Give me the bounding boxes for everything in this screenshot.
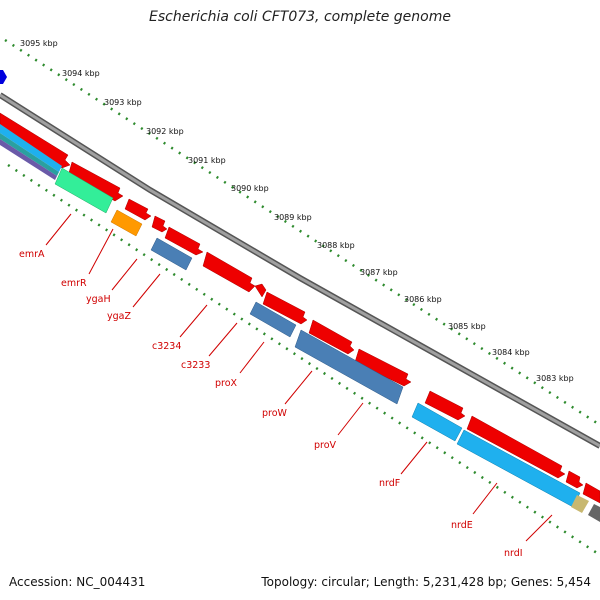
feature-bar-cyan [0,124,62,172]
inner-tick-ruler [7,163,600,557]
leader-line [472,482,498,515]
topology-summary: Topology: circular; Length: 5,231,428 bp… [261,575,591,589]
leader-line [111,258,138,291]
cds-track [0,112,600,504]
cds-arrow [262,291,308,325]
feature-bar-gray [588,504,600,522]
cds-arrow [424,390,466,421]
kbp-label: 3087 kbp [360,268,398,277]
cds-arrow [151,215,168,233]
cds-arrow [164,226,204,256]
kbp-labels: 3095 kbp 3094 kbp 3093 kbp 3092 kbp 3091… [20,39,574,383]
gene-label-proV: proV [314,440,337,451]
kbp-label: 3092 kbp [146,127,184,136]
gene-leader-lines [45,213,553,542]
feature-bar-orange [110,209,143,237]
feature-bar-khaki [571,495,589,513]
feature-bar-sky [411,402,463,442]
outer-tick-ruler [4,38,600,427]
kbp-label: 3088 kbp [317,241,355,250]
kbp-label: 3091 kbp [188,156,226,165]
leader-line [337,402,364,436]
gene-label-ygaH: ygaH [86,294,111,305]
gene-label-emrR: emrR [61,278,87,289]
feature-bar-steel [150,237,193,271]
leader-line [239,341,265,374]
cds-arrow [202,251,256,293]
blue-hexagon-marker [0,70,7,84]
cds-arrow [254,283,267,298]
gene-label-emrA: emrA [19,249,45,260]
gene-label-ygaZ: ygaZ [107,311,131,322]
kbp-label: 3085 kbp [448,322,486,331]
map-title: Escherichia coli CFT073, complete genome [149,9,451,25]
leader-line [525,514,553,542]
gene-label-proW: proW [262,408,288,419]
gene-labels: emrA emrR ygaH ygaZ c3234 c3233 proX pro… [19,249,523,559]
feature-track [0,124,600,522]
cds-arrow [565,470,584,489]
cds-arrow [124,198,152,221]
gene-label-nrdE: nrdE [451,520,473,531]
cds-arrow [582,482,600,504]
kbp-label: 3093 kbp [104,98,142,107]
gene-label-proX: proX [215,378,238,389]
kbp-label: 3089 kbp [274,213,312,222]
feature-bar-steel [294,329,404,405]
gene-label-c3234: c3234 [152,341,181,352]
cds-arrow [466,415,566,479]
cds-arrow [308,319,355,355]
leader-line [284,370,313,405]
kbp-label: 3083 kbp [536,374,574,383]
feature-bar-aquamarine [54,167,114,214]
feature-bar-purple [0,139,57,180]
leader-line [132,273,161,308]
accession-text: Accession: NC_004431 [9,575,146,589]
gene-label-nrdI: nrdI [504,548,523,559]
feature-bar-teal [0,133,59,176]
leader-line [88,228,114,275]
gene-label-nrdF: nrdF [379,478,400,489]
leader-line [400,441,428,475]
leader-line [179,304,208,338]
kbp-label: 3084 kbp [492,348,530,357]
cds-arrow [0,112,71,169]
leader-line [45,213,72,246]
gene-label-c3233: c3233 [181,360,210,371]
leader-line [208,322,238,357]
kbp-label: 3094 kbp [62,69,100,78]
kbp-label: 3090 kbp [231,184,269,193]
kbp-label: 3095 kbp [20,39,58,48]
feature-bar-steel [249,301,297,338]
genome-backbone [0,92,600,449]
kbp-label: 3086 kbp [404,295,442,304]
